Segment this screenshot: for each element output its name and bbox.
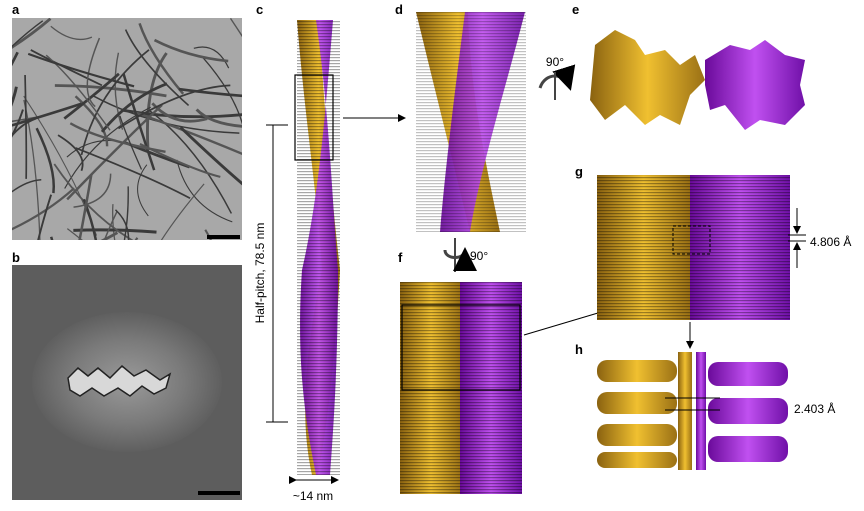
fiber xyxy=(12,20,44,48)
fiber xyxy=(202,57,242,126)
fiber xyxy=(63,72,120,120)
fibers xyxy=(12,18,242,240)
fiber xyxy=(80,49,150,156)
fiber xyxy=(117,84,231,130)
fiber xyxy=(12,109,24,138)
panel-label: d xyxy=(395,2,403,17)
zoom-box xyxy=(294,74,334,161)
spacing-label: 4.806 Å xyxy=(810,234,851,249)
panel-label: e xyxy=(572,2,579,17)
rotation-label: 90° xyxy=(470,249,488,263)
fiber xyxy=(160,183,205,240)
fiber xyxy=(75,147,191,200)
map-purple xyxy=(705,40,805,130)
fiber xyxy=(123,186,129,240)
fiber xyxy=(54,84,167,98)
rotation-icon xyxy=(443,247,477,272)
zoom-box xyxy=(401,304,521,391)
fiber xyxy=(45,54,111,131)
fiber xyxy=(27,52,135,88)
panel-label: f xyxy=(398,250,403,265)
width-label: ~14 nm xyxy=(293,489,333,503)
spacing-label: 2.403 Å xyxy=(794,401,835,416)
striations xyxy=(597,175,790,320)
fiber xyxy=(12,18,52,49)
fiber xyxy=(12,86,18,107)
fiber xyxy=(69,122,166,153)
fiber xyxy=(193,46,230,69)
fiber xyxy=(79,239,84,240)
fiber xyxy=(35,127,56,194)
fiber xyxy=(66,228,83,240)
fiber xyxy=(50,25,93,41)
fiber xyxy=(78,174,93,240)
fibril-density xyxy=(67,364,172,397)
fiber xyxy=(66,104,163,201)
fiber xyxy=(137,164,149,217)
zoom-box xyxy=(672,225,711,255)
fiber xyxy=(133,110,242,156)
fiber xyxy=(138,22,185,95)
fiber xyxy=(24,74,28,179)
striations xyxy=(400,282,522,494)
fiber xyxy=(195,108,242,128)
fiber xyxy=(100,231,119,240)
fiber xyxy=(12,187,75,231)
fiber xyxy=(176,159,233,223)
fiber xyxy=(12,178,42,193)
fiber xyxy=(53,163,134,240)
scale-bar xyxy=(198,491,240,495)
map-gold xyxy=(590,30,705,125)
rotation-label: 90° xyxy=(546,55,564,69)
fiber xyxy=(37,194,53,240)
fiber xyxy=(114,52,124,130)
fiber xyxy=(74,95,109,147)
scale-bar xyxy=(207,235,240,239)
fiber xyxy=(229,18,242,38)
panel-label: b xyxy=(12,250,20,265)
fiber xyxy=(179,126,242,186)
half-pitch-label: Half-pitch, 78.5 nm xyxy=(253,223,267,324)
fiber xyxy=(114,209,130,240)
fiber xyxy=(153,38,229,63)
fiber xyxy=(112,204,116,240)
side-chains xyxy=(597,352,788,470)
fiber xyxy=(57,134,84,172)
fiber xyxy=(82,198,98,240)
fiber xyxy=(119,115,143,170)
micrograph-a xyxy=(12,18,242,240)
fiber xyxy=(86,37,101,108)
panel-label: c xyxy=(256,2,263,17)
fiber xyxy=(100,82,168,133)
fiber xyxy=(178,87,242,98)
fiber xyxy=(122,73,156,171)
panel-label: g xyxy=(575,164,583,179)
panel-label: a xyxy=(12,2,20,17)
panel-label: h xyxy=(575,342,583,357)
striations xyxy=(416,12,526,232)
arrow xyxy=(523,308,609,336)
fiber xyxy=(103,211,118,240)
fiber xyxy=(12,102,82,127)
fiber xyxy=(147,108,233,214)
fiber xyxy=(73,173,112,208)
